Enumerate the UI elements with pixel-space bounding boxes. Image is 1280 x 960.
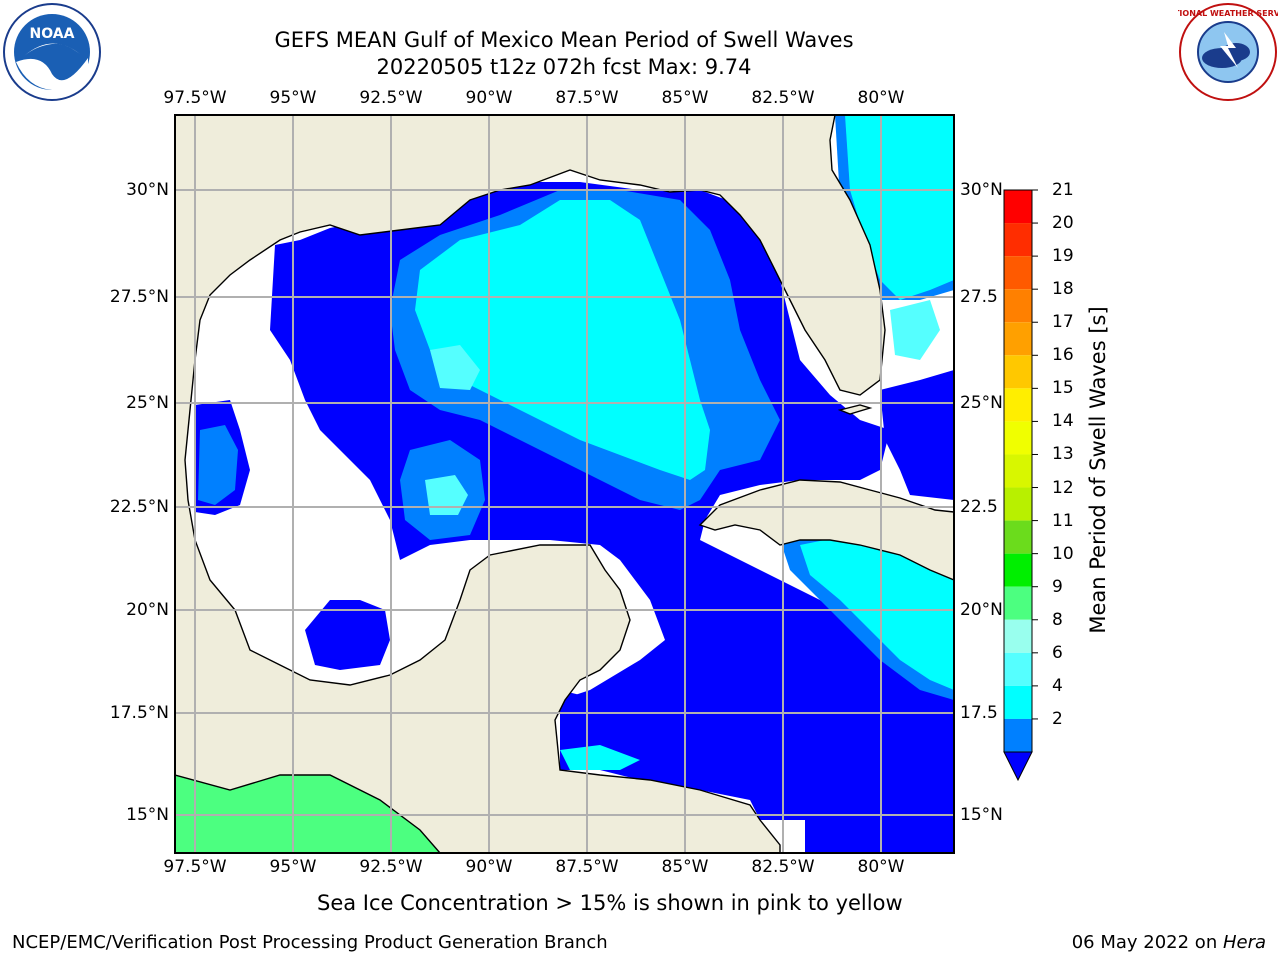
lon-label-bottom: 97.5°W [163,857,227,877]
colorbar-segment [1004,553,1032,587]
colorbar-tick-label: 2 [1052,708,1063,729]
colorbar-segment [1004,190,1032,224]
lon-label-top: 85°W [661,88,709,108]
lon-label-bottom: 95°W [269,857,317,877]
colorbar-tick-label: 9 [1052,576,1063,597]
swell-field-8-9s-c [890,300,940,360]
colorbar-tick-label: 19 [1052,246,1074,267]
colorbar-segment [1004,652,1032,686]
lat-label-left: 27.5°N [109,287,169,307]
lat-lon-grid [175,115,954,853]
swell-field-6-8s-caribbean [800,535,954,690]
colorbar-segment [1004,256,1032,290]
lon-label-bottom: 80°W [857,857,905,877]
lon-label-bottom: 90°W [465,857,513,877]
lat-label-right: 20°N [960,600,1003,620]
colorbar-segment [1004,718,1032,752]
lon-label-top: 80°W [857,88,905,108]
colorbar-segment [1004,223,1032,257]
colorbar-tick-label: 12 [1052,477,1074,498]
colorbar-segment [1004,355,1032,389]
swell-field-8-9s [430,345,480,390]
colorbar-segment [1004,388,1032,422]
colorbar-tick-label: 4 [1052,675,1063,696]
colorbar-tick-label: 17 [1052,312,1074,333]
lon-label-top: 87.5°W [555,88,619,108]
colorbar-tick-label: 15 [1052,378,1074,399]
svg-text:NOAA: NOAA [30,26,75,42]
lat-label-right: 17.5 [960,703,998,723]
colorbar-tick-label: 6 [1052,642,1063,663]
colorbar-tick-label: 20 [1052,213,1074,234]
footer-date: 06 May 2022 on Hera [1072,932,1266,953]
colorbar-tick-label: 18 [1052,279,1074,300]
map-title-line1: GEFS MEAN Gulf of Mexico Mean Period of … [274,28,854,52]
lat-label-left: 22.5°N [109,497,169,517]
colorbar-tick-label: 10 [1052,543,1074,564]
colorbar-segment [1004,586,1032,620]
colorbar-segment [1004,421,1032,455]
colorbar-segment [1004,487,1032,521]
lat-label-right: 25°N [960,393,1003,413]
colorbar-segment [1004,454,1032,488]
footer-branch: NCEP/EMC/Verification Post Processing Pr… [12,932,608,953]
colorbar-frame [1003,189,1033,753]
colorbar-segment [1004,322,1032,356]
colorbar [1003,189,1038,782]
svg-text:NATIONAL WEATHER SERVICE: NATIONAL WEATHER SERVICE [1178,9,1278,18]
noaa-logo: NOAA [2,2,102,102]
swell-field-8-9s-b [425,475,468,515]
lat-label-right: 30°N [960,180,1003,200]
lon-label-top: 92.5°W [359,88,423,108]
lat-label-left: 15°N [126,805,169,825]
lon-label-top: 95°W [269,88,317,108]
lon-label-top: 97.5°W [163,88,227,108]
lat-label-left: 17.5°N [109,703,169,723]
colorbar-segment [1004,685,1032,719]
lat-label-left: 20°N [126,600,169,620]
footer-date-text: 06 May 2022 on [1071,932,1223,953]
colorbar-extend-triangle [1003,751,1033,782]
swell-field-4-6s-west [198,425,238,505]
colorbar-segment [1004,619,1032,653]
lat-label-left: 25°N [126,393,169,413]
colorbar-segment [1004,289,1032,323]
lon-label-top: 82.5°W [751,88,815,108]
lon-label-bottom: 92.5°W [359,857,423,877]
nws-logo: NATIONAL WEATHER SERVICE [1178,2,1278,102]
lon-label-bottom: 85°W [661,857,709,877]
lon-label-bottom: 82.5°W [751,857,815,877]
lat-label-right: 22.5 [960,497,998,517]
footer-machine: Hera [1222,932,1266,953]
land [175,115,954,853]
colorbar-label: Mean Period of Swell Waves [s] [1086,306,1110,634]
colorbar-tick-label: 21 [1052,180,1074,200]
lon-label-top: 90°W [465,88,513,108]
lat-label-right: 15°N [960,805,1003,825]
colorbar-tick-label: 16 [1052,345,1074,366]
map-title-line2: 20220505 t12z 072h fcst Max: 9.74 [376,55,752,79]
colorbar-tick-label: 8 [1052,609,1063,630]
map-frame [174,114,955,854]
colorbar-tick-label: 14 [1052,411,1074,432]
swell-field-6-8s-honduras [560,745,640,770]
colorbar-tick-label: 11 [1052,510,1074,531]
colorbar-tick-label: 13 [1052,444,1074,465]
lat-label-right: 27.5 [960,287,998,307]
lon-label-bottom: 87.5°W [555,857,619,877]
colorbar-segment [1004,520,1032,554]
lat-label-left: 30°N [126,180,169,200]
sea-ice-note: Sea Ice Concentration > 15% is shown in … [317,891,903,915]
swell-field-2-4s-bay [305,600,390,670]
